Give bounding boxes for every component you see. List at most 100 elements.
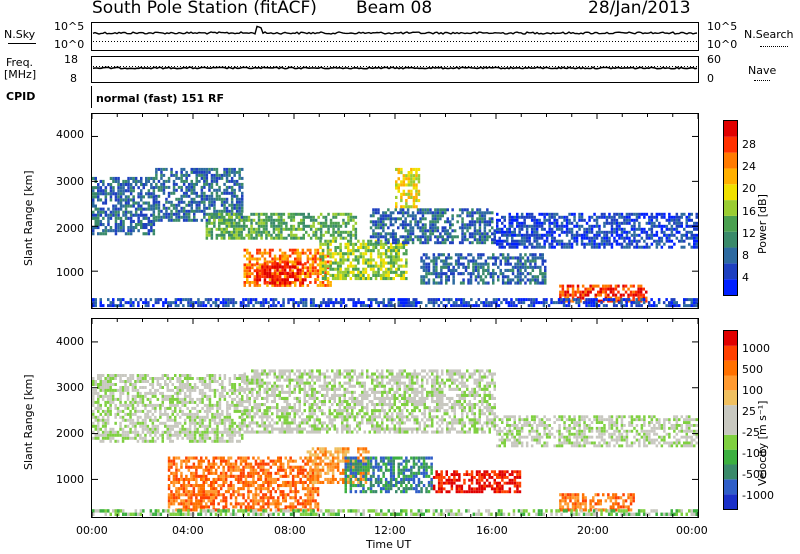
velocity-cell (146, 397, 150, 401)
power-cell (406, 229, 410, 233)
power-cell (478, 214, 482, 218)
power-cell (112, 213, 115, 217)
velocity-cell (171, 412, 174, 416)
power-cell (670, 230, 674, 234)
power-cell (675, 227, 679, 231)
power-cell (588, 236, 591, 240)
power-cell (409, 229, 412, 233)
power-cell (92, 298, 95, 302)
power-cell (481, 235, 484, 239)
power-cell (314, 230, 318, 234)
power-cell (94, 176, 97, 180)
power-cell (405, 177, 408, 181)
nsearch-dot (198, 41, 199, 42)
velocity-cell (174, 386, 177, 389)
power-cell (673, 215, 676, 219)
power-cell (638, 245, 641, 249)
power-cell (334, 301, 338, 305)
velocity-cell (186, 412, 189, 416)
velocity-cell (119, 421, 122, 425)
power-cell (634, 293, 638, 297)
power-cell (603, 242, 606, 246)
power-cell (119, 192, 123, 196)
power-cell (477, 281, 480, 285)
power-cell (374, 226, 378, 230)
nave-dot (522, 66, 523, 67)
power-cell (630, 224, 634, 228)
power-cell (508, 242, 511, 246)
power-cell (565, 218, 569, 222)
power-cell (290, 236, 293, 240)
power-cell (301, 263, 305, 267)
power-cell (180, 185, 183, 189)
power-cell (543, 227, 546, 231)
power-cell (210, 176, 214, 180)
power-cell (490, 304, 493, 308)
power-cell (187, 209, 191, 213)
power-cell (400, 199, 403, 203)
velocity-cell (111, 374, 115, 377)
power-cell (683, 298, 686, 302)
velocity-cell (111, 427, 115, 431)
power-cell (648, 221, 651, 225)
nsearch-dot (444, 41, 445, 42)
power-cell (242, 236, 246, 240)
power-cell (267, 301, 270, 305)
power-cell (215, 188, 219, 192)
power-cell (137, 201, 140, 205)
power-cell (478, 217, 482, 221)
velocity-cell (198, 436, 202, 440)
velocity-cell (97, 406, 100, 410)
power-cell (668, 301, 671, 305)
power-cell (531, 268, 535, 272)
power-cell (359, 273, 363, 277)
velocity-cell (166, 436, 169, 440)
power-cell (401, 235, 405, 239)
power-cell (545, 230, 549, 234)
power-cell (157, 185, 161, 189)
power-cell (615, 221, 619, 225)
velocity-cell (201, 380, 204, 383)
power-cell (432, 278, 436, 282)
power-cell (421, 229, 425, 233)
power-cell (496, 212, 499, 216)
nave-dot (207, 66, 208, 67)
nsearch-dot (300, 41, 301, 42)
power-cell (276, 262, 279, 266)
power-cell (369, 267, 373, 271)
power-cell (362, 258, 365, 262)
power-cell (342, 230, 345, 234)
power-cell (392, 249, 395, 253)
velocity-cell (166, 433, 169, 437)
power-cell (364, 277, 368, 281)
nave-dot (156, 66, 157, 67)
power-cell (283, 251, 287, 255)
power-cell (92, 176, 95, 180)
velocity-cell (161, 400, 164, 404)
power-cell (486, 235, 489, 239)
power-cell (317, 215, 320, 219)
power-cell (536, 278, 540, 282)
power-cell (541, 259, 544, 263)
power-cell (603, 233, 606, 237)
power-cell (362, 301, 365, 305)
power-cell (160, 218, 163, 222)
velocity-cell (94, 383, 97, 386)
velocity-cell (159, 433, 162, 437)
power-cell (613, 227, 616, 231)
power-cell (275, 218, 278, 222)
power-cell (266, 251, 269, 255)
power-cell (349, 236, 353, 240)
velocity-cell (176, 424, 179, 428)
power-cell (357, 239, 360, 243)
power-cell (157, 215, 161, 219)
velocity-cell (149, 433, 152, 437)
power-cell (109, 176, 113, 180)
power-cell (440, 278, 443, 282)
nsearch-dot (387, 41, 388, 42)
power-cbar-tick-1: 24 (742, 160, 756, 173)
power-cell (516, 281, 520, 285)
power-cell (232, 233, 236, 237)
velocity-cell (181, 436, 184, 440)
power-cell (640, 212, 644, 216)
